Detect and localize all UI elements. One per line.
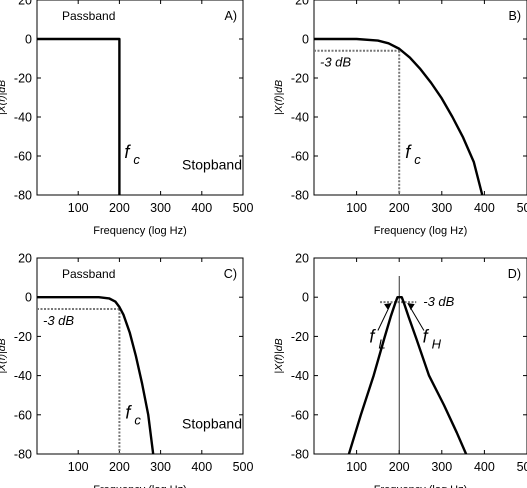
y-tick-label: 20: [18, 252, 32, 266]
y-tick-label: -40: [14, 369, 32, 383]
panel-4: -80 -60 -40 -20 0 20 100 200 300 400 500 Frequency …: [273, 252, 527, 488]
panel-letter: D): [508, 267, 521, 281]
low-cutoff-label-sub: L: [378, 336, 385, 351]
stopband-label: Stopband: [182, 416, 242, 432]
plot-frame: [313, 0, 527, 196]
response-curve: [37, 37, 121, 195]
plot-frame: [36, 0, 244, 196]
x-tick-label: 200: [109, 460, 130, 474]
y-tick-label: -80: [14, 448, 32, 462]
y-tick-label: -80: [291, 448, 309, 462]
high-cutoff-arrowhead: [407, 303, 415, 311]
minus-3db-label: -3 dB: [423, 294, 454, 309]
minus-3db-label: -3 dB: [43, 313, 74, 328]
passband-label: Passband: [62, 267, 115, 281]
plot-frame: [36, 257, 244, 455]
x-axis-label: Frequency (log Hz): [93, 225, 187, 237]
response-curve: [314, 37, 484, 196]
response-curve: [347, 296, 468, 455]
high-cutoff-label-main: f: [423, 326, 430, 346]
y-tick-label: -20: [14, 330, 32, 344]
y-axis-label: |X(f)|dB: [0, 80, 8, 115]
cutoff-frequency-label-sub: c: [414, 152, 421, 167]
panel-1: -80 -60 -40 -20 0 20 100 200 300 400 500 Frequency …: [0, 0, 253, 237]
low-cutoff-label-main: f: [369, 326, 376, 346]
y-axis-label: |X(f)|dB: [0, 338, 8, 373]
y-tick-label: -40: [291, 369, 309, 383]
x-tick-label: 100: [346, 201, 367, 215]
y-tick-label: -60: [14, 408, 32, 422]
y-tick-label: -60: [291, 150, 309, 164]
y-tick-label: 20: [18, 0, 32, 8]
y-tick-label: -20: [291, 72, 309, 86]
y-tick-label: 20: [295, 252, 309, 266]
y-axis-label: |X(f)|dB: [273, 80, 285, 115]
x-axis-label: Frequency (log Hz): [374, 225, 468, 237]
x-tick-label: 300: [431, 201, 452, 215]
x-tick-label: 200: [389, 460, 410, 474]
x-tick-label: 400: [191, 201, 212, 215]
x-axis-label: Frequency (log Hz): [374, 484, 468, 488]
y-axis-label: |X(f)|dB: [273, 338, 285, 373]
x-tick-label: 300: [150, 460, 171, 474]
x-tick-label: 400: [474, 460, 495, 474]
y-tick-label: -20: [14, 72, 32, 86]
plot-frame: [313, 257, 527, 455]
cutoff-frequency-label-main: f: [125, 403, 132, 423]
minus-3db-label: -3 dB: [320, 55, 351, 70]
x-tick-label: 300: [150, 201, 171, 215]
y-tick-label: -20: [291, 330, 309, 344]
y-tick-label: 0: [25, 33, 32, 47]
x-tick-label: 100: [68, 201, 89, 215]
x-tick-label: 500: [233, 460, 254, 474]
x-tick-label: 200: [389, 201, 410, 215]
x-tick-label: 100: [68, 460, 89, 474]
cutoff-frequency-label-main: f: [124, 142, 131, 162]
x-tick-label: 500: [517, 201, 527, 215]
stopband-label: Stopband: [182, 157, 242, 173]
panel-letter: C): [224, 267, 237, 281]
y-tick-label: 20: [295, 0, 309, 8]
x-tick-label: 200: [109, 201, 130, 215]
y-tick-label: -60: [291, 408, 309, 422]
x-axis-label: Frequency (log Hz): [93, 484, 187, 488]
panel-letter: A): [225, 9, 238, 23]
x-tick-label: 100: [346, 460, 367, 474]
cutoff-frequency-label-sub: c: [133, 152, 140, 167]
x-tick-label: 400: [191, 460, 212, 474]
x-tick-label: 300: [431, 460, 452, 474]
panel-2: -80 -60 -40 -20 0 20 100 200 300 400 500 Frequency …: [273, 0, 527, 237]
low-cutoff-arrowhead: [384, 303, 392, 311]
x-tick-label: 500: [517, 460, 527, 474]
y-tick-label: -80: [14, 189, 32, 203]
y-tick-label: 0: [302, 291, 309, 305]
y-tick-label: 0: [302, 33, 309, 47]
y-tick-label: -80: [291, 189, 309, 203]
cutoff-frequency-label-sub: c: [134, 413, 141, 428]
y-tick-label: -40: [291, 111, 309, 125]
high-cutoff-label-sub: H: [432, 336, 442, 351]
response-curve: [37, 296, 155, 455]
x-tick-label: 500: [233, 201, 254, 215]
passband-label: Passband: [62, 9, 115, 23]
y-tick-label: 0: [25, 291, 32, 305]
y-tick-label: -40: [14, 111, 32, 125]
cutoff-frequency-label-main: f: [405, 142, 412, 162]
panel-3: -80 -60 -40 -20 0 20 100 200 300 400 500 Frequency …: [0, 252, 253, 488]
panel-letter: B): [509, 9, 522, 23]
x-tick-label: 400: [474, 201, 495, 215]
y-tick-label: -60: [14, 150, 32, 164]
